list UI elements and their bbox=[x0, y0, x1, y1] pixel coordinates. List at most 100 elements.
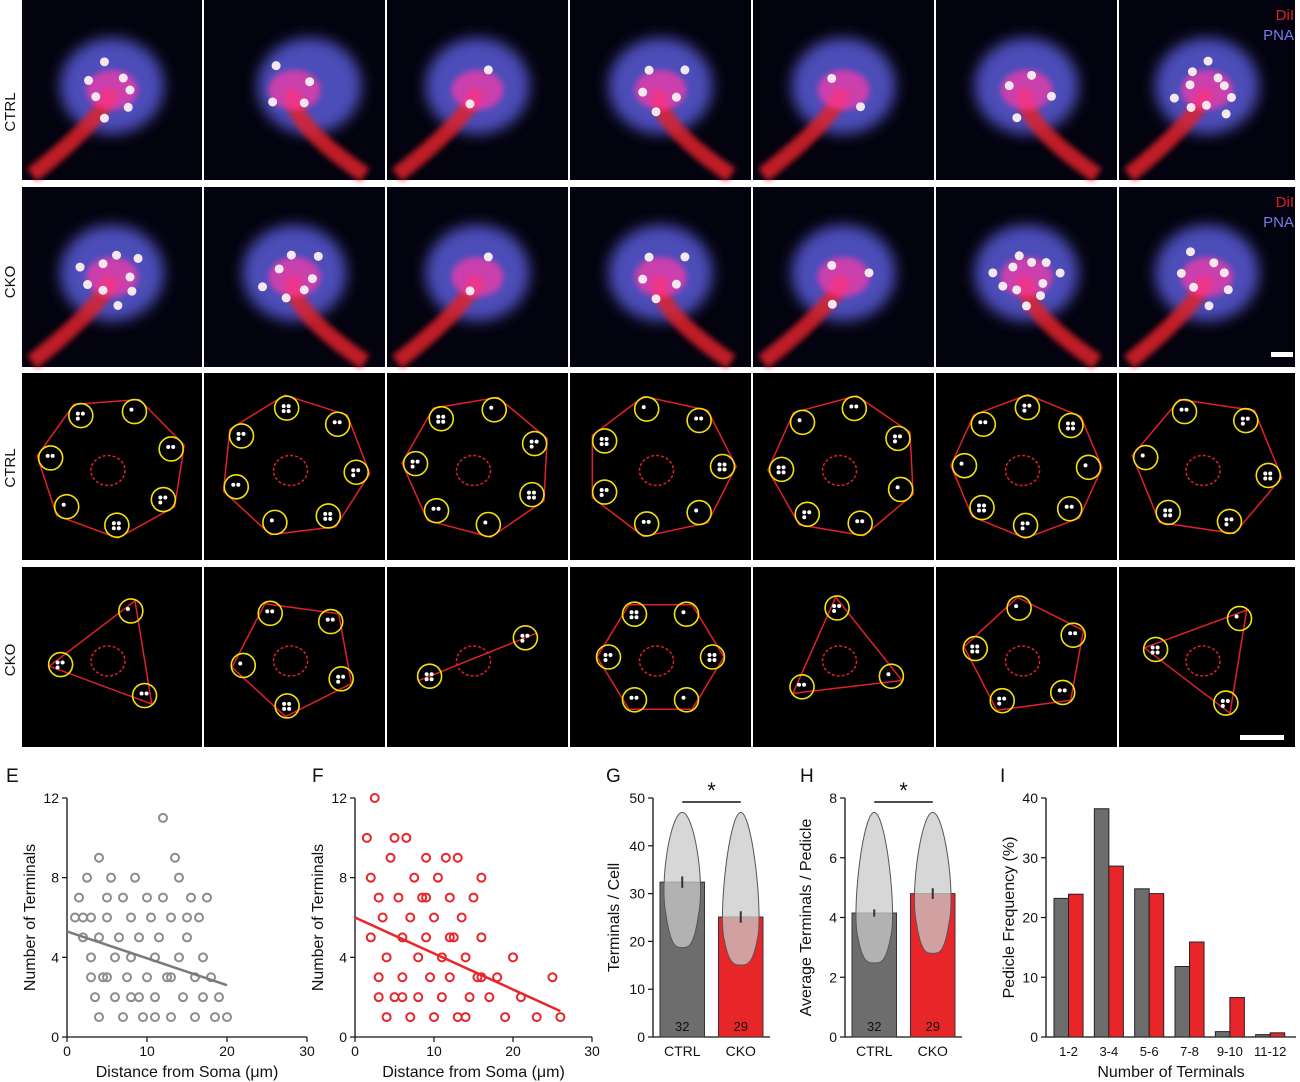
tracing-c-6 bbox=[936, 373, 1117, 560]
data-point bbox=[178, 992, 188, 1003]
data-point bbox=[468, 892, 479, 903]
terminal-circle bbox=[1075, 454, 1102, 481]
data-point bbox=[158, 892, 168, 903]
y-tick-label: 40 bbox=[1022, 790, 1038, 806]
micrograph-a-2 bbox=[204, 0, 385, 182]
bar-cko bbox=[1108, 865, 1124, 1038]
terminal-dot bbox=[465, 286, 475, 296]
terminal-dot bbox=[1223, 285, 1233, 295]
terminal-dot bbox=[827, 299, 837, 309]
terminal-circle bbox=[519, 481, 545, 508]
terminal-circle bbox=[709, 453, 736, 480]
y-tick-label: 4 bbox=[51, 949, 59, 965]
y-tick-label: 4 bbox=[339, 949, 347, 965]
micrograph-a-5 bbox=[753, 0, 934, 182]
terminal-circle bbox=[68, 402, 94, 429]
terminal-dot bbox=[644, 65, 654, 75]
y-tick-label: 10 bbox=[629, 981, 645, 997]
data-point bbox=[94, 1012, 104, 1023]
data-point bbox=[440, 852, 451, 863]
terminal-circle bbox=[324, 411, 351, 438]
data-point bbox=[150, 992, 160, 1003]
terminal-dot bbox=[671, 92, 681, 102]
x-tick-label: 9-10 bbox=[1217, 1044, 1243, 1059]
data-point bbox=[421, 932, 432, 943]
data-point bbox=[361, 832, 372, 843]
data-point bbox=[118, 1012, 128, 1023]
panel-h-bar-violin: 0 2 4 6 8 32 CTRL 29 CKO * Average Terminals / Ped… bbox=[798, 778, 962, 1059]
micrograph-a-1 bbox=[22, 0, 202, 182]
terminal-circle bbox=[481, 396, 508, 423]
terminal-dot bbox=[98, 259, 108, 269]
y-tick-label: 50 bbox=[629, 790, 645, 806]
terminal-circle bbox=[475, 511, 502, 538]
x-axis-label: Distance from Soma (μm) bbox=[96, 1064, 279, 1081]
data-point bbox=[98, 972, 108, 983]
x-tick-label: 7-8 bbox=[1180, 1044, 1199, 1059]
tracing-d-6 bbox=[936, 567, 1117, 747]
panel-d-letter: D bbox=[4, 576, 18, 597]
y-tick-label: 10 bbox=[1022, 969, 1038, 985]
terminal-circle bbox=[768, 456, 795, 483]
data-point bbox=[405, 912, 416, 923]
data-point bbox=[166, 972, 176, 983]
violin-cko bbox=[722, 811, 760, 966]
micrograph-a-6 bbox=[936, 0, 1117, 182]
bar-cko bbox=[1189, 941, 1205, 1038]
data-point bbox=[110, 992, 120, 1003]
data-point bbox=[444, 892, 455, 903]
terminal-circle bbox=[257, 600, 284, 627]
data-point bbox=[401, 832, 412, 843]
n-label: 32 bbox=[675, 1019, 689, 1034]
terminal-circle bbox=[328, 665, 354, 692]
data-point bbox=[74, 892, 84, 903]
panel-e-letter: E bbox=[6, 766, 19, 787]
panel-i-letter: I bbox=[1000, 766, 1005, 787]
y-axis-label: Pedicle Frequency (%) bbox=[1001, 837, 1018, 999]
terminal-circle bbox=[789, 409, 816, 436]
bar-cko bbox=[1269, 1032, 1286, 1038]
terminal-circle bbox=[228, 423, 255, 449]
y-tick-label: 4 bbox=[829, 910, 837, 926]
tracing-d-3 bbox=[387, 567, 568, 747]
x-tick-label: 10 bbox=[139, 1043, 155, 1059]
terminal-dot bbox=[1219, 268, 1229, 278]
data-point bbox=[531, 1012, 542, 1023]
terminal-circle bbox=[1060, 622, 1086, 649]
bar-cko bbox=[1148, 893, 1165, 1038]
data-point bbox=[106, 872, 116, 883]
terminal-circle bbox=[591, 428, 618, 454]
data-point bbox=[421, 892, 432, 903]
violin-ctrl bbox=[855, 811, 893, 964]
data-point bbox=[86, 972, 96, 983]
terminal-dot bbox=[1012, 285, 1022, 295]
terminal-dot bbox=[299, 285, 309, 295]
x-tick-label: CTRL bbox=[856, 1043, 893, 1059]
data-point bbox=[146, 912, 156, 923]
bar-ctrl bbox=[1255, 1034, 1271, 1038]
terminal-circle bbox=[1058, 412, 1084, 439]
terminal-dot bbox=[1004, 81, 1014, 91]
data-point bbox=[452, 852, 463, 863]
data-point bbox=[429, 912, 439, 923]
data-point bbox=[182, 912, 192, 923]
data-point bbox=[222, 1012, 232, 1023]
micrograph-b-3 bbox=[387, 187, 568, 369]
n-label: 29 bbox=[926, 1019, 940, 1034]
panel-b-micrographs bbox=[22, 187, 1295, 369]
terminal-dot bbox=[638, 87, 648, 97]
panel-a-dii-label: DiI bbox=[1276, 7, 1294, 24]
y-axis-label: Terminals / Cell bbox=[606, 863, 623, 972]
terminal-dot bbox=[1186, 102, 1196, 112]
y-tick-label: 6 bbox=[829, 850, 837, 866]
data-point bbox=[500, 1012, 511, 1023]
terminal-dot bbox=[1027, 70, 1037, 80]
terminal-dot bbox=[1021, 301, 1031, 311]
y-axis-label: Number of Terminals bbox=[22, 844, 39, 991]
tracing-c-5 bbox=[753, 373, 934, 560]
data-point bbox=[134, 992, 144, 1003]
terminal-dot bbox=[1014, 251, 1024, 261]
micrograph-b-2 bbox=[204, 187, 385, 369]
terminal-circle bbox=[970, 411, 997, 438]
